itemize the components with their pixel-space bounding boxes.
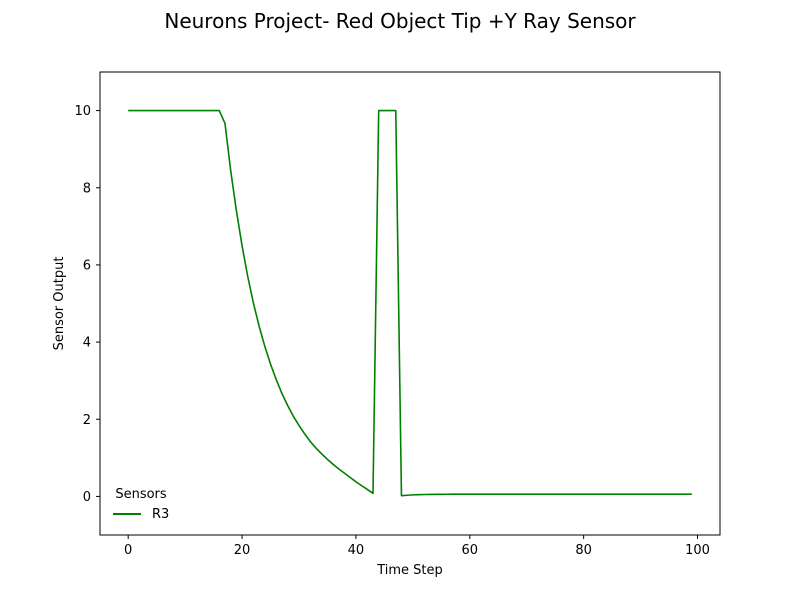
series-line-r3 [128, 109, 692, 497]
plot-area [100, 72, 720, 535]
x-tick-label: 0 [124, 543, 132, 558]
x-tick-label: 60 [462, 543, 479, 558]
y-tick-label: 8 [83, 181, 91, 196]
legend: Sensors R3 [113, 487, 169, 522]
series-layer [128, 109, 692, 497]
y-tick-label: 4 [83, 336, 91, 351]
ticks: 0 20 40 60 80 100 0 2 4 6 8 10 [74, 104, 709, 558]
y-tick-label: 2 [83, 413, 91, 428]
x-axis-label: Time Step [376, 563, 443, 578]
y-tick-label: 0 [83, 490, 91, 505]
y-tick-label: 10 [74, 104, 91, 119]
legend-title: Sensors [115, 487, 167, 502]
x-tick-label: 80 [575, 543, 592, 558]
plot-frame [99, 71, 721, 536]
x-tick-label: 20 [234, 543, 251, 558]
y-axis-label: Sensor Output [52, 257, 67, 351]
chart-title: Neurons Project- Red Object Tip +Y Ray S… [164, 9, 636, 33]
x-tick-label: 100 [685, 543, 710, 558]
x-tick-label: 40 [348, 543, 365, 558]
legend-entry-r3: R3 [152, 507, 169, 522]
y-tick-label: 6 [83, 258, 91, 273]
